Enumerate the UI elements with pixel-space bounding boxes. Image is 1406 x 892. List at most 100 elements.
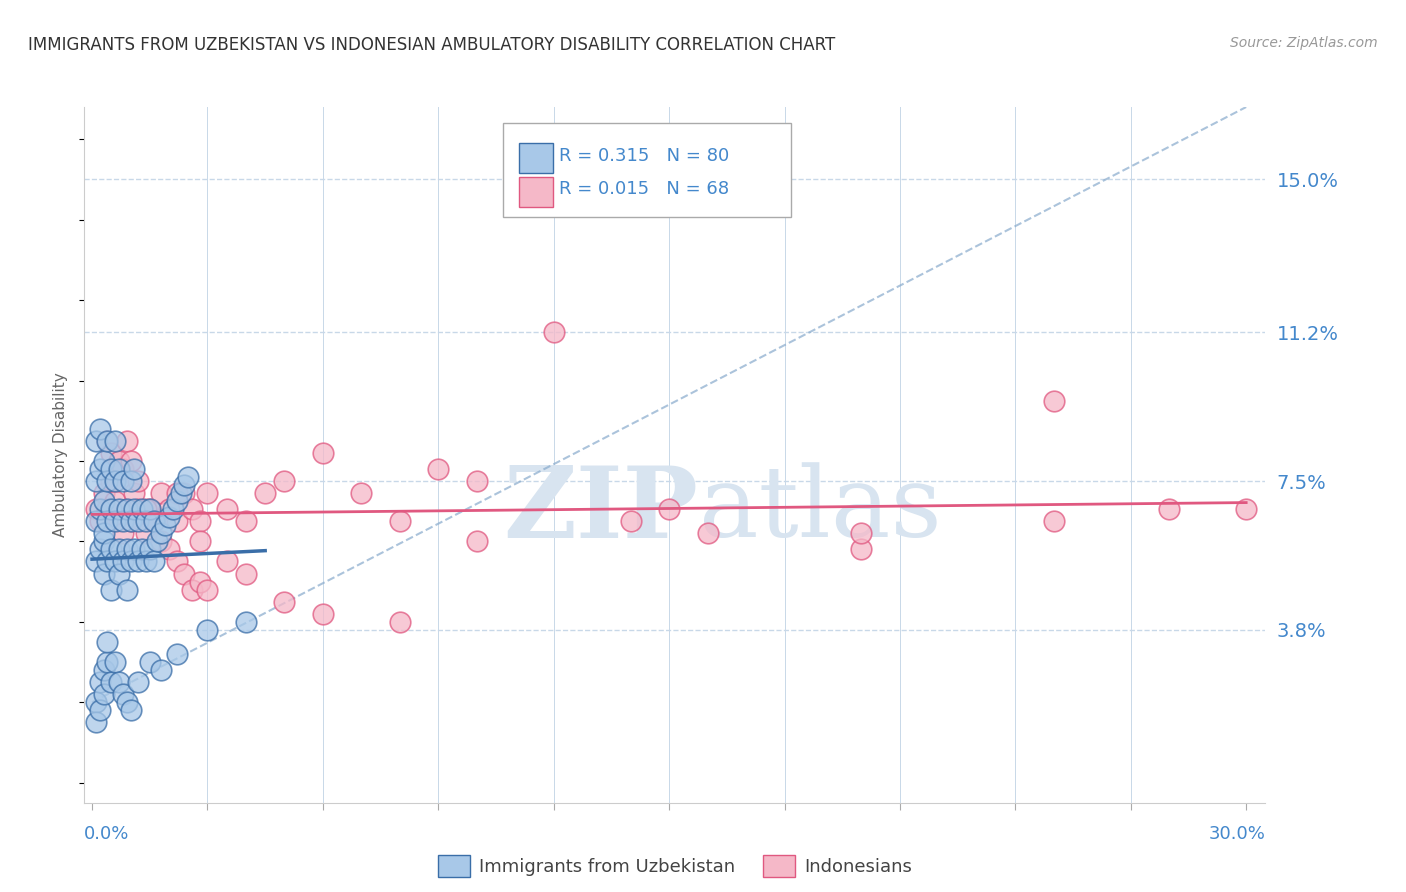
- Point: [104, 434, 127, 448]
- Point: [100, 462, 122, 476]
- Text: IMMIGRANTS FROM UZBEKISTAN VS INDONESIAN AMBULATORY DISABILITY CORRELATION CHART: IMMIGRANTS FROM UZBEKISTAN VS INDONESIAN…: [28, 36, 835, 54]
- Point: [124, 462, 146, 476]
- Point: [543, 325, 565, 339]
- Point: [350, 486, 373, 500]
- Point: [388, 514, 411, 528]
- Point: [131, 542, 153, 557]
- Point: [111, 514, 134, 528]
- Point: [142, 554, 165, 568]
- Point: [93, 687, 115, 701]
- Point: [100, 542, 122, 557]
- Point: [115, 502, 138, 516]
- Point: [84, 715, 107, 730]
- Point: [215, 502, 238, 516]
- Point: [150, 663, 173, 677]
- Point: [115, 434, 138, 448]
- Point: [146, 534, 169, 549]
- Point: [89, 675, 111, 690]
- Point: [108, 514, 131, 528]
- Point: [658, 502, 681, 516]
- Point: [139, 542, 162, 557]
- Point: [111, 474, 134, 488]
- Point: [127, 554, 149, 568]
- Point: [108, 566, 131, 581]
- Point: [115, 582, 138, 597]
- Point: [127, 474, 149, 488]
- Point: [157, 502, 180, 516]
- Point: [124, 502, 146, 516]
- Point: [139, 655, 162, 669]
- Point: [108, 675, 131, 690]
- Point: [173, 486, 195, 500]
- Point: [120, 514, 142, 528]
- Point: [89, 703, 111, 717]
- Point: [131, 514, 153, 528]
- Point: [115, 542, 138, 557]
- Point: [188, 534, 211, 549]
- Point: [111, 526, 134, 541]
- Point: [696, 526, 718, 541]
- Point: [96, 554, 118, 568]
- Point: [93, 486, 115, 500]
- Point: [197, 623, 219, 637]
- Text: 30.0%: 30.0%: [1209, 825, 1265, 843]
- Point: [188, 574, 211, 589]
- Point: [135, 554, 157, 568]
- Point: [124, 542, 146, 557]
- Point: [104, 474, 127, 488]
- Point: [197, 582, 219, 597]
- Legend: Immigrants from Uzbekistan, Indonesians: Immigrants from Uzbekistan, Indonesians: [430, 847, 920, 884]
- Point: [465, 474, 488, 488]
- Point: [89, 514, 111, 528]
- Point: [166, 554, 188, 568]
- Point: [215, 554, 238, 568]
- Point: [181, 502, 204, 516]
- Point: [131, 502, 153, 516]
- Point: [93, 663, 115, 677]
- Point: [84, 474, 107, 488]
- Point: [312, 607, 335, 621]
- Point: [139, 502, 162, 516]
- Point: [465, 534, 488, 549]
- Point: [96, 434, 118, 448]
- Point: [89, 542, 111, 557]
- Point: [188, 514, 211, 528]
- Point: [1159, 502, 1181, 516]
- Point: [84, 502, 107, 516]
- Point: [197, 486, 219, 500]
- Text: R = 0.315   N = 80: R = 0.315 N = 80: [558, 147, 728, 165]
- Point: [169, 486, 191, 500]
- Point: [142, 514, 165, 528]
- Point: [127, 502, 149, 516]
- Point: [89, 422, 111, 436]
- Point: [96, 502, 118, 516]
- Point: [142, 514, 165, 528]
- Point: [96, 635, 118, 649]
- Point: [620, 514, 643, 528]
- Point: [104, 474, 127, 488]
- Point: [100, 474, 122, 488]
- Point: [166, 647, 188, 661]
- Point: [153, 518, 176, 533]
- Point: [173, 566, 195, 581]
- Point: [1043, 514, 1066, 528]
- Point: [100, 502, 122, 516]
- Point: [254, 486, 277, 500]
- Point: [93, 454, 115, 468]
- Point: [135, 526, 157, 541]
- Point: [135, 502, 157, 516]
- Point: [115, 695, 138, 709]
- Point: [235, 615, 257, 629]
- Point: [150, 486, 173, 500]
- Point: [84, 514, 107, 528]
- Point: [93, 566, 115, 581]
- Point: [93, 526, 115, 541]
- Point: [84, 554, 107, 568]
- Point: [111, 687, 134, 701]
- Point: [157, 510, 180, 524]
- Point: [127, 675, 149, 690]
- Point: [124, 486, 146, 500]
- Point: [100, 675, 122, 690]
- Point: [273, 474, 295, 488]
- Point: [108, 502, 131, 516]
